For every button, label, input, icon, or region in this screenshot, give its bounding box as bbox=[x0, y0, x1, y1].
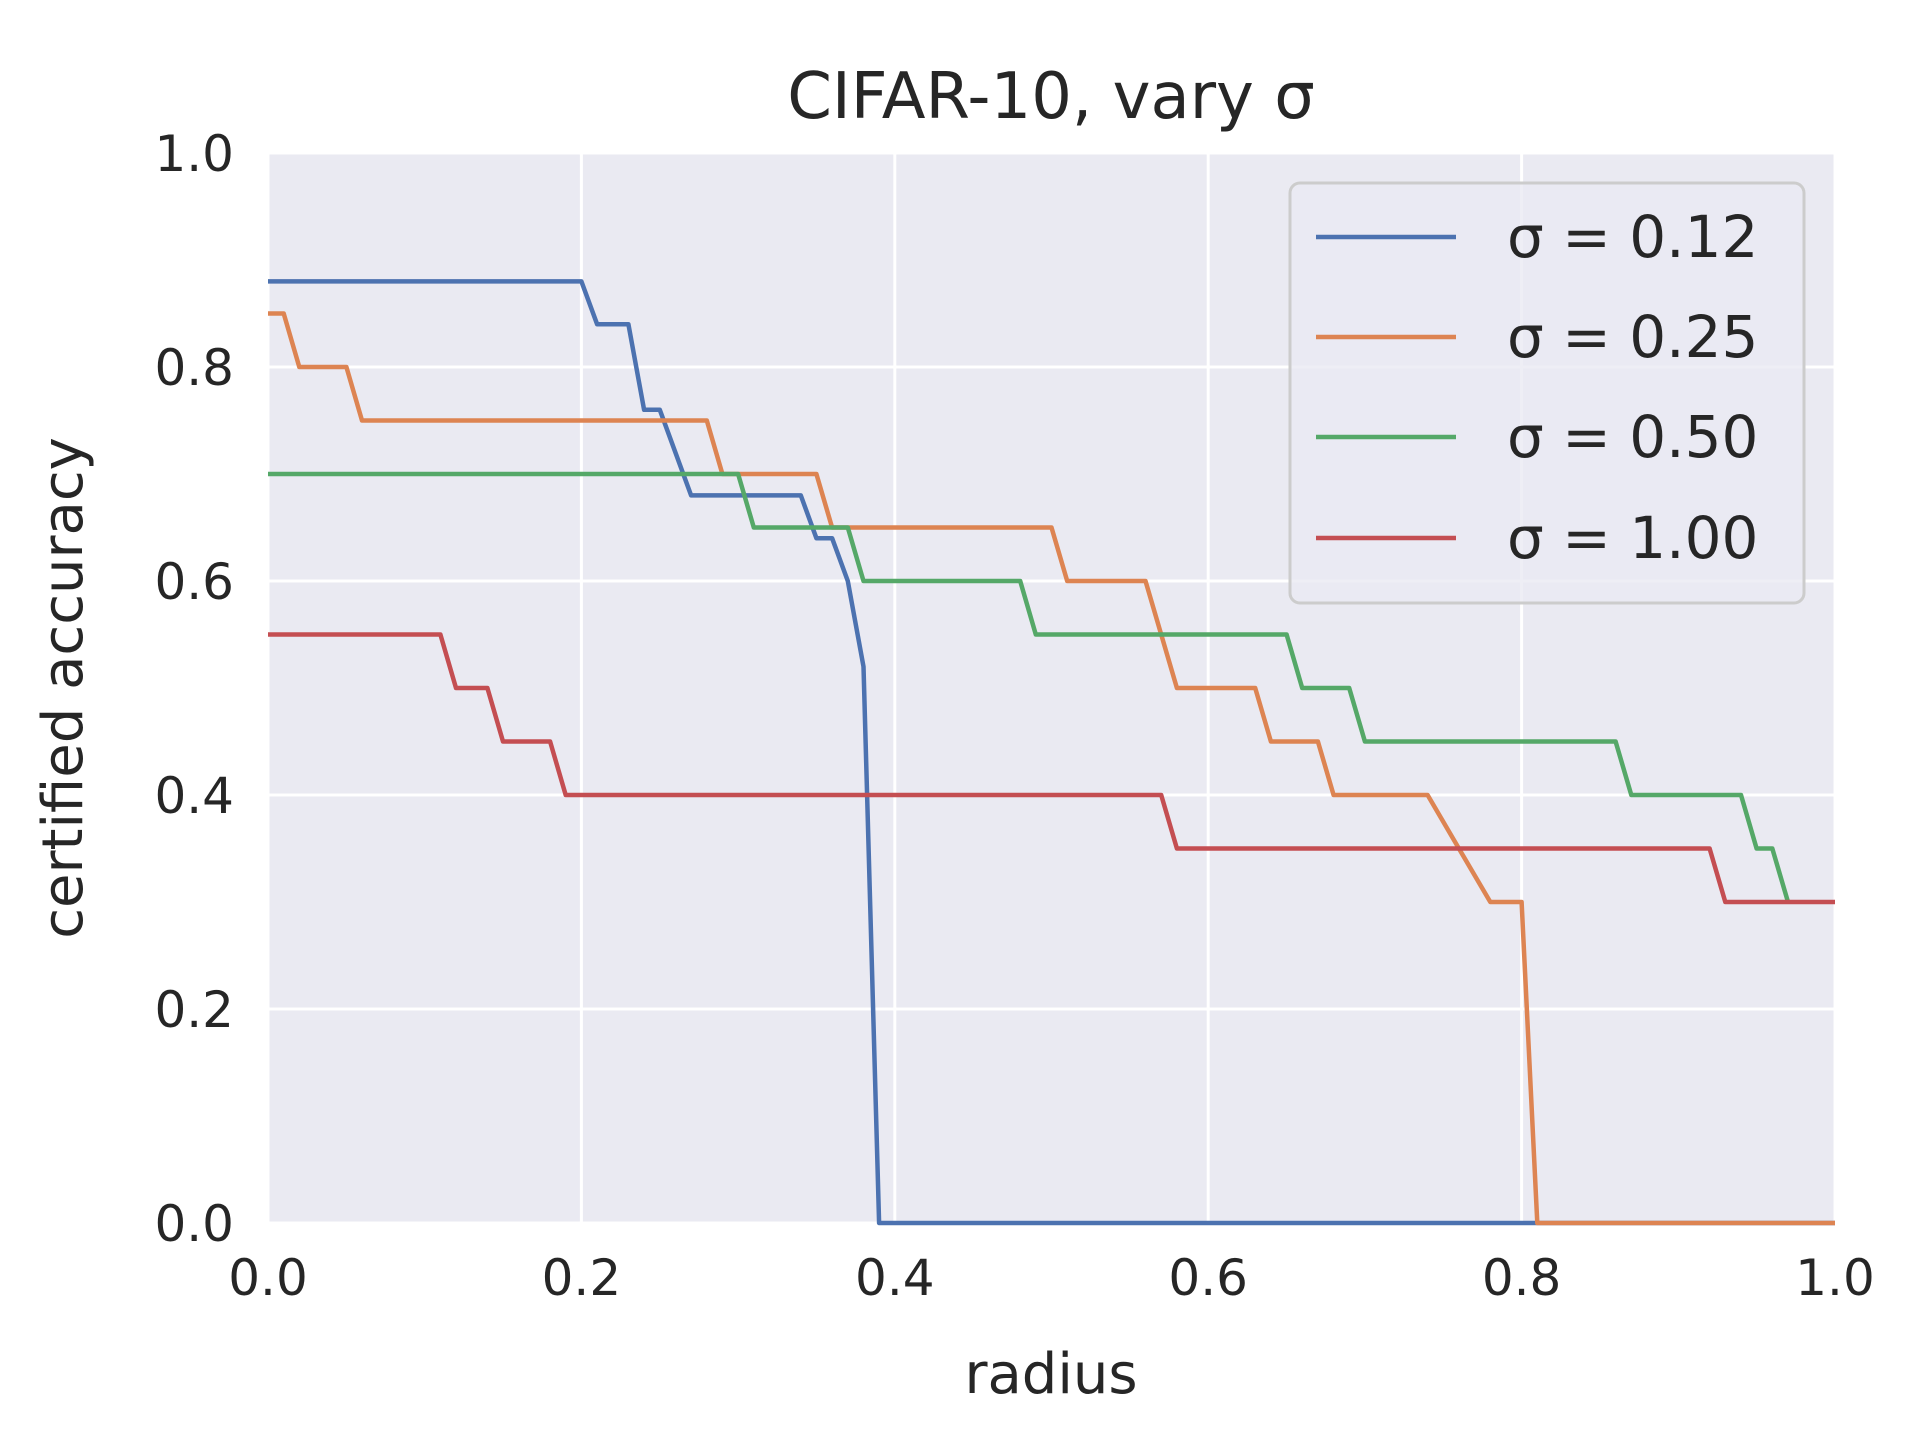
x-tick-label: 0.4 bbox=[855, 1249, 935, 1307]
y-tick-label: 0.6 bbox=[154, 553, 234, 611]
series-layer bbox=[268, 279, 1835, 1226]
x-tick-label: 0.2 bbox=[542, 1249, 622, 1307]
legend-box bbox=[1288, 181, 1806, 605]
x-tick-label: 0.8 bbox=[1482, 1249, 1562, 1307]
y-tick-label: 1.0 bbox=[154, 125, 234, 183]
x-tick-label: 0.0 bbox=[228, 1249, 308, 1307]
x-axis-label: radius bbox=[964, 1342, 1137, 1407]
legend-label-1: σ = 0.25 bbox=[1507, 303, 1758, 371]
chart-title: CIFAR-10, vary σ bbox=[787, 60, 1315, 134]
y-tick-label: 0.0 bbox=[154, 1195, 234, 1253]
legend-label-0: σ = 0.12 bbox=[1507, 203, 1758, 271]
y-axis-label: certified accuracy bbox=[31, 437, 96, 939]
x-tick-label: 0.6 bbox=[1168, 1249, 1248, 1307]
legend-label-2: σ = 0.50 bbox=[1507, 403, 1758, 471]
x-ticks: 0.0 0.2 0.4 0.6 0.8 1.0 bbox=[228, 1249, 1875, 1307]
series-line-3 bbox=[268, 632, 1835, 905]
y-tick-label: 0.4 bbox=[154, 767, 234, 825]
series-line-2 bbox=[268, 471, 1791, 903]
legend-label-3: σ = 1.00 bbox=[1507, 504, 1758, 572]
y-ticks: 0.0 0.2 0.4 0.6 0.8 1.0 bbox=[154, 125, 234, 1253]
x-tick-label: 1.0 bbox=[1795, 1249, 1875, 1307]
legend: σ = 0.12 σ = 0.25 σ = 0.50 σ = 1.00 bbox=[1288, 181, 1806, 605]
y-tick-label: 0.2 bbox=[154, 981, 234, 1039]
y-tick-label: 0.8 bbox=[154, 339, 234, 397]
series-line-1 bbox=[268, 311, 1835, 1226]
